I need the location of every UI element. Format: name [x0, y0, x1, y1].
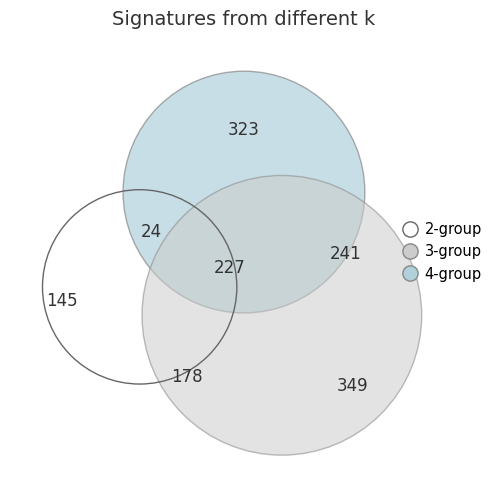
Text: 241: 241: [330, 245, 362, 263]
Text: 349: 349: [337, 377, 369, 396]
Circle shape: [123, 71, 365, 313]
Text: 178: 178: [171, 368, 203, 386]
Text: 24: 24: [141, 223, 162, 241]
Text: 145: 145: [46, 292, 77, 310]
Circle shape: [142, 175, 422, 455]
Text: 323: 323: [228, 121, 260, 140]
Legend: 2-group, 3-group, 4-group: 2-group, 3-group, 4-group: [403, 222, 482, 282]
Text: 227: 227: [214, 259, 245, 277]
Title: Signatures from different k: Signatures from different k: [112, 10, 375, 29]
